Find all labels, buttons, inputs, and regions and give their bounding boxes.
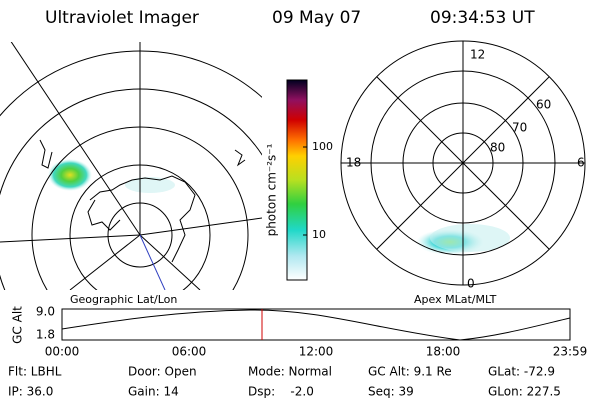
colorbar-tick: 10	[312, 228, 326, 241]
y-axis-label: GC Alt	[11, 306, 25, 344]
x-tick-label: 23:59	[553, 345, 588, 359]
colorbar-tick: 100	[312, 140, 333, 153]
title: Ultraviolet Imager	[45, 8, 199, 28]
info-field: Mode: Normal	[248, 365, 332, 379]
info-field: GLat: -72.9	[488, 365, 555, 379]
time: 09:34:53 UT	[430, 8, 535, 28]
mlt-label: 6	[577, 156, 585, 170]
y-tick-label: 1.8	[36, 328, 55, 342]
lat-label: 80	[490, 141, 505, 155]
y-tick-label: 9.0	[36, 305, 55, 319]
panel-label: Geographic Lat/Lon	[70, 293, 177, 306]
info-field: GLon: 227.5	[488, 385, 561, 399]
info-field: GC Alt: 9.1 Re	[368, 365, 452, 379]
info-field: Dsp: -2.0	[248, 385, 314, 399]
x-tick-label: 06:00	[172, 345, 207, 359]
mlt-label: 18	[346, 156, 361, 170]
panel-label: Apex MLat/MLT	[414, 293, 497, 306]
altitude-plot	[61, 308, 571, 341]
mlt-label: 12	[470, 48, 485, 62]
geographic-map	[0, 42, 262, 290]
x-tick-label: 00:00	[45, 345, 80, 359]
info-field: Seq: 39	[368, 385, 414, 399]
date: 09 May 07	[272, 8, 361, 28]
lat-label: 60	[536, 98, 551, 112]
info-field: Flt: LBHL	[8, 365, 62, 379]
altitude-curve	[61, 309, 571, 341]
x-tick-label: 18:00	[426, 345, 461, 359]
info-field: Door: Open	[128, 365, 197, 379]
info-field: Gain: 14	[128, 385, 179, 399]
x-tick-label: 12:00	[299, 345, 334, 359]
colorbar-unit: photon cm⁻²s⁻¹	[265, 143, 279, 236]
lat-label: 70	[512, 121, 527, 135]
polar-plot	[340, 40, 586, 286]
info-field: IP: 36.0	[8, 385, 53, 399]
mlt-label: 0	[467, 277, 475, 291]
colorbar	[286, 79, 308, 281]
